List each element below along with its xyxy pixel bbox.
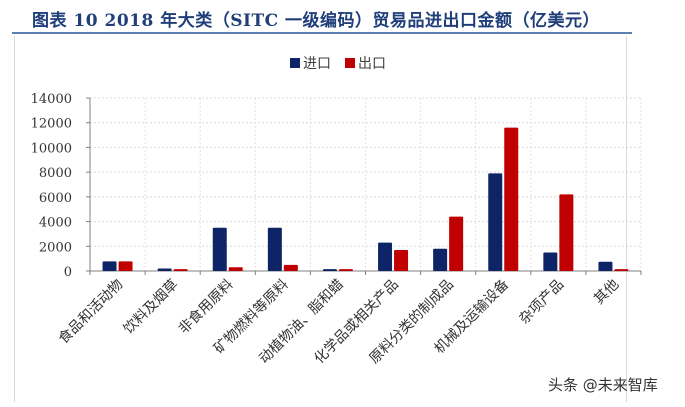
bar-export (173, 269, 188, 271)
bar-import (488, 173, 503, 271)
watermark: 头条 @未来智库 (548, 376, 658, 394)
title-divider (12, 32, 632, 34)
x-category-label: 非食用原料 (175, 276, 237, 338)
bar-import (543, 252, 558, 271)
y-tick-label: 10000 (31, 141, 72, 156)
legend-swatch-import (290, 58, 300, 68)
bar-import (157, 268, 172, 271)
legend-swatch-export (345, 58, 355, 68)
x-category-label: 杂项产品 (516, 277, 567, 328)
chart-frame (14, 36, 627, 402)
bar-export (228, 267, 243, 271)
bar-import (267, 227, 282, 271)
legend-item-export: 出口 (345, 53, 386, 73)
y-tick-label: 14000 (31, 92, 72, 107)
bar-export (283, 264, 298, 271)
bars (102, 127, 629, 272)
axis-labels: 0 2000 4000 6000 8000 10000 12000 14000 食品和活动物饮料… (31, 92, 623, 367)
axes (86, 97, 642, 275)
y-tick-label: 0 (64, 265, 72, 280)
y-tick-label: 2000 (39, 240, 72, 255)
bar-export (449, 216, 464, 271)
legend-label-import: 进口 (303, 56, 331, 72)
bar-export (338, 269, 353, 271)
bar-export (559, 194, 574, 271)
bar-import (322, 269, 337, 271)
bar-import (102, 261, 117, 271)
bar-export (504, 127, 519, 272)
y-tick-label: 6000 (39, 191, 72, 206)
y-tick-label: 12000 (31, 117, 72, 132)
bar-import (433, 248, 448, 271)
y-tick-label: 8000 (39, 166, 72, 181)
legend-label-export: 出口 (358, 56, 386, 72)
bar-import (378, 242, 393, 271)
x-category-label: 饮料及烟草 (121, 277, 182, 338)
y-tick-label: 4000 (39, 216, 72, 231)
gridlines (90, 97, 642, 271)
x-category-label: 食品和活动物 (55, 276, 126, 347)
x-category-label: 其他 (591, 277, 622, 308)
chart-title: 图表 10 2018 年大类（SITC 一级编码）贸易品进出口金额（亿美元） (32, 11, 601, 31)
bar-export (394, 249, 409, 271)
bar-import (212, 227, 227, 271)
chart-legend: 进口 出口 (290, 53, 386, 73)
bar-export (118, 261, 133, 271)
legend-item-import: 进口 (290, 53, 331, 73)
bar-import (598, 261, 613, 271)
bar-export (614, 269, 629, 271)
